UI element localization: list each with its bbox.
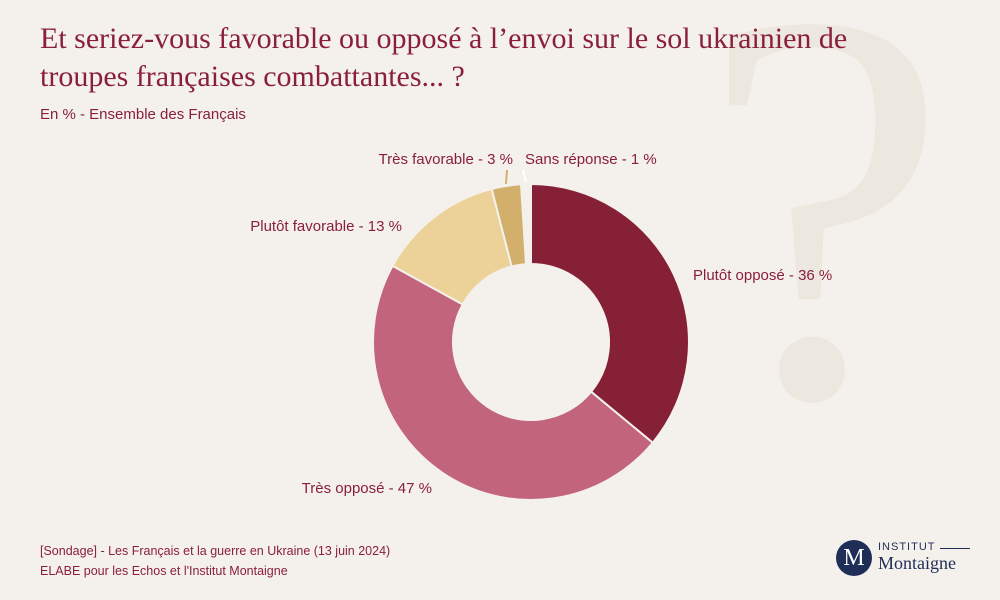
logo-monogram-icon: M <box>836 540 872 576</box>
logo-divider <box>940 548 970 549</box>
donut-slice-plut-t-oppos- <box>530 182 690 445</box>
source-footer: [Sondage] - Les Français et la guerre en… <box>40 541 390 581</box>
leader-line-sans-r-ponse <box>522 169 527 183</box>
logo-montaigne-text: Montaigne <box>878 553 956 573</box>
source-line-2: ELABE pour les Echos et l'Institut Monta… <box>40 564 288 578</box>
institut-montaigne-logo: M INSTITUT Montaigne <box>836 540 976 580</box>
slice-label-sans-r-ponse: Sans réponse - 1 % <box>525 151 657 168</box>
donut-slice-tr-s-oppos- <box>372 264 655 501</box>
chart-title: Et seriez-vous favorable ou opposé à l’e… <box>40 22 848 93</box>
chart-subtitle: En % - Ensemble des Français <box>40 106 246 123</box>
slice-label-tr-s-favorable: Très favorable - 3 % <box>379 151 514 168</box>
donut-slice-sans-r-ponse <box>520 182 532 266</box>
slice-label-tr-s-oppos-: Très opposé - 47 % <box>302 480 432 497</box>
slice-label-plut-t-oppos-: Plutôt opposé - 36 % <box>693 267 832 284</box>
source-line-1: [Sondage] - Les Français et la guerre en… <box>40 544 391 558</box>
logo-institut-text: INSTITUT <box>878 541 936 553</box>
slice-label-plut-t-favorable: Plutôt favorable - 13 % <box>250 218 402 235</box>
leader-line-tr-s-favorable <box>504 169 508 185</box>
